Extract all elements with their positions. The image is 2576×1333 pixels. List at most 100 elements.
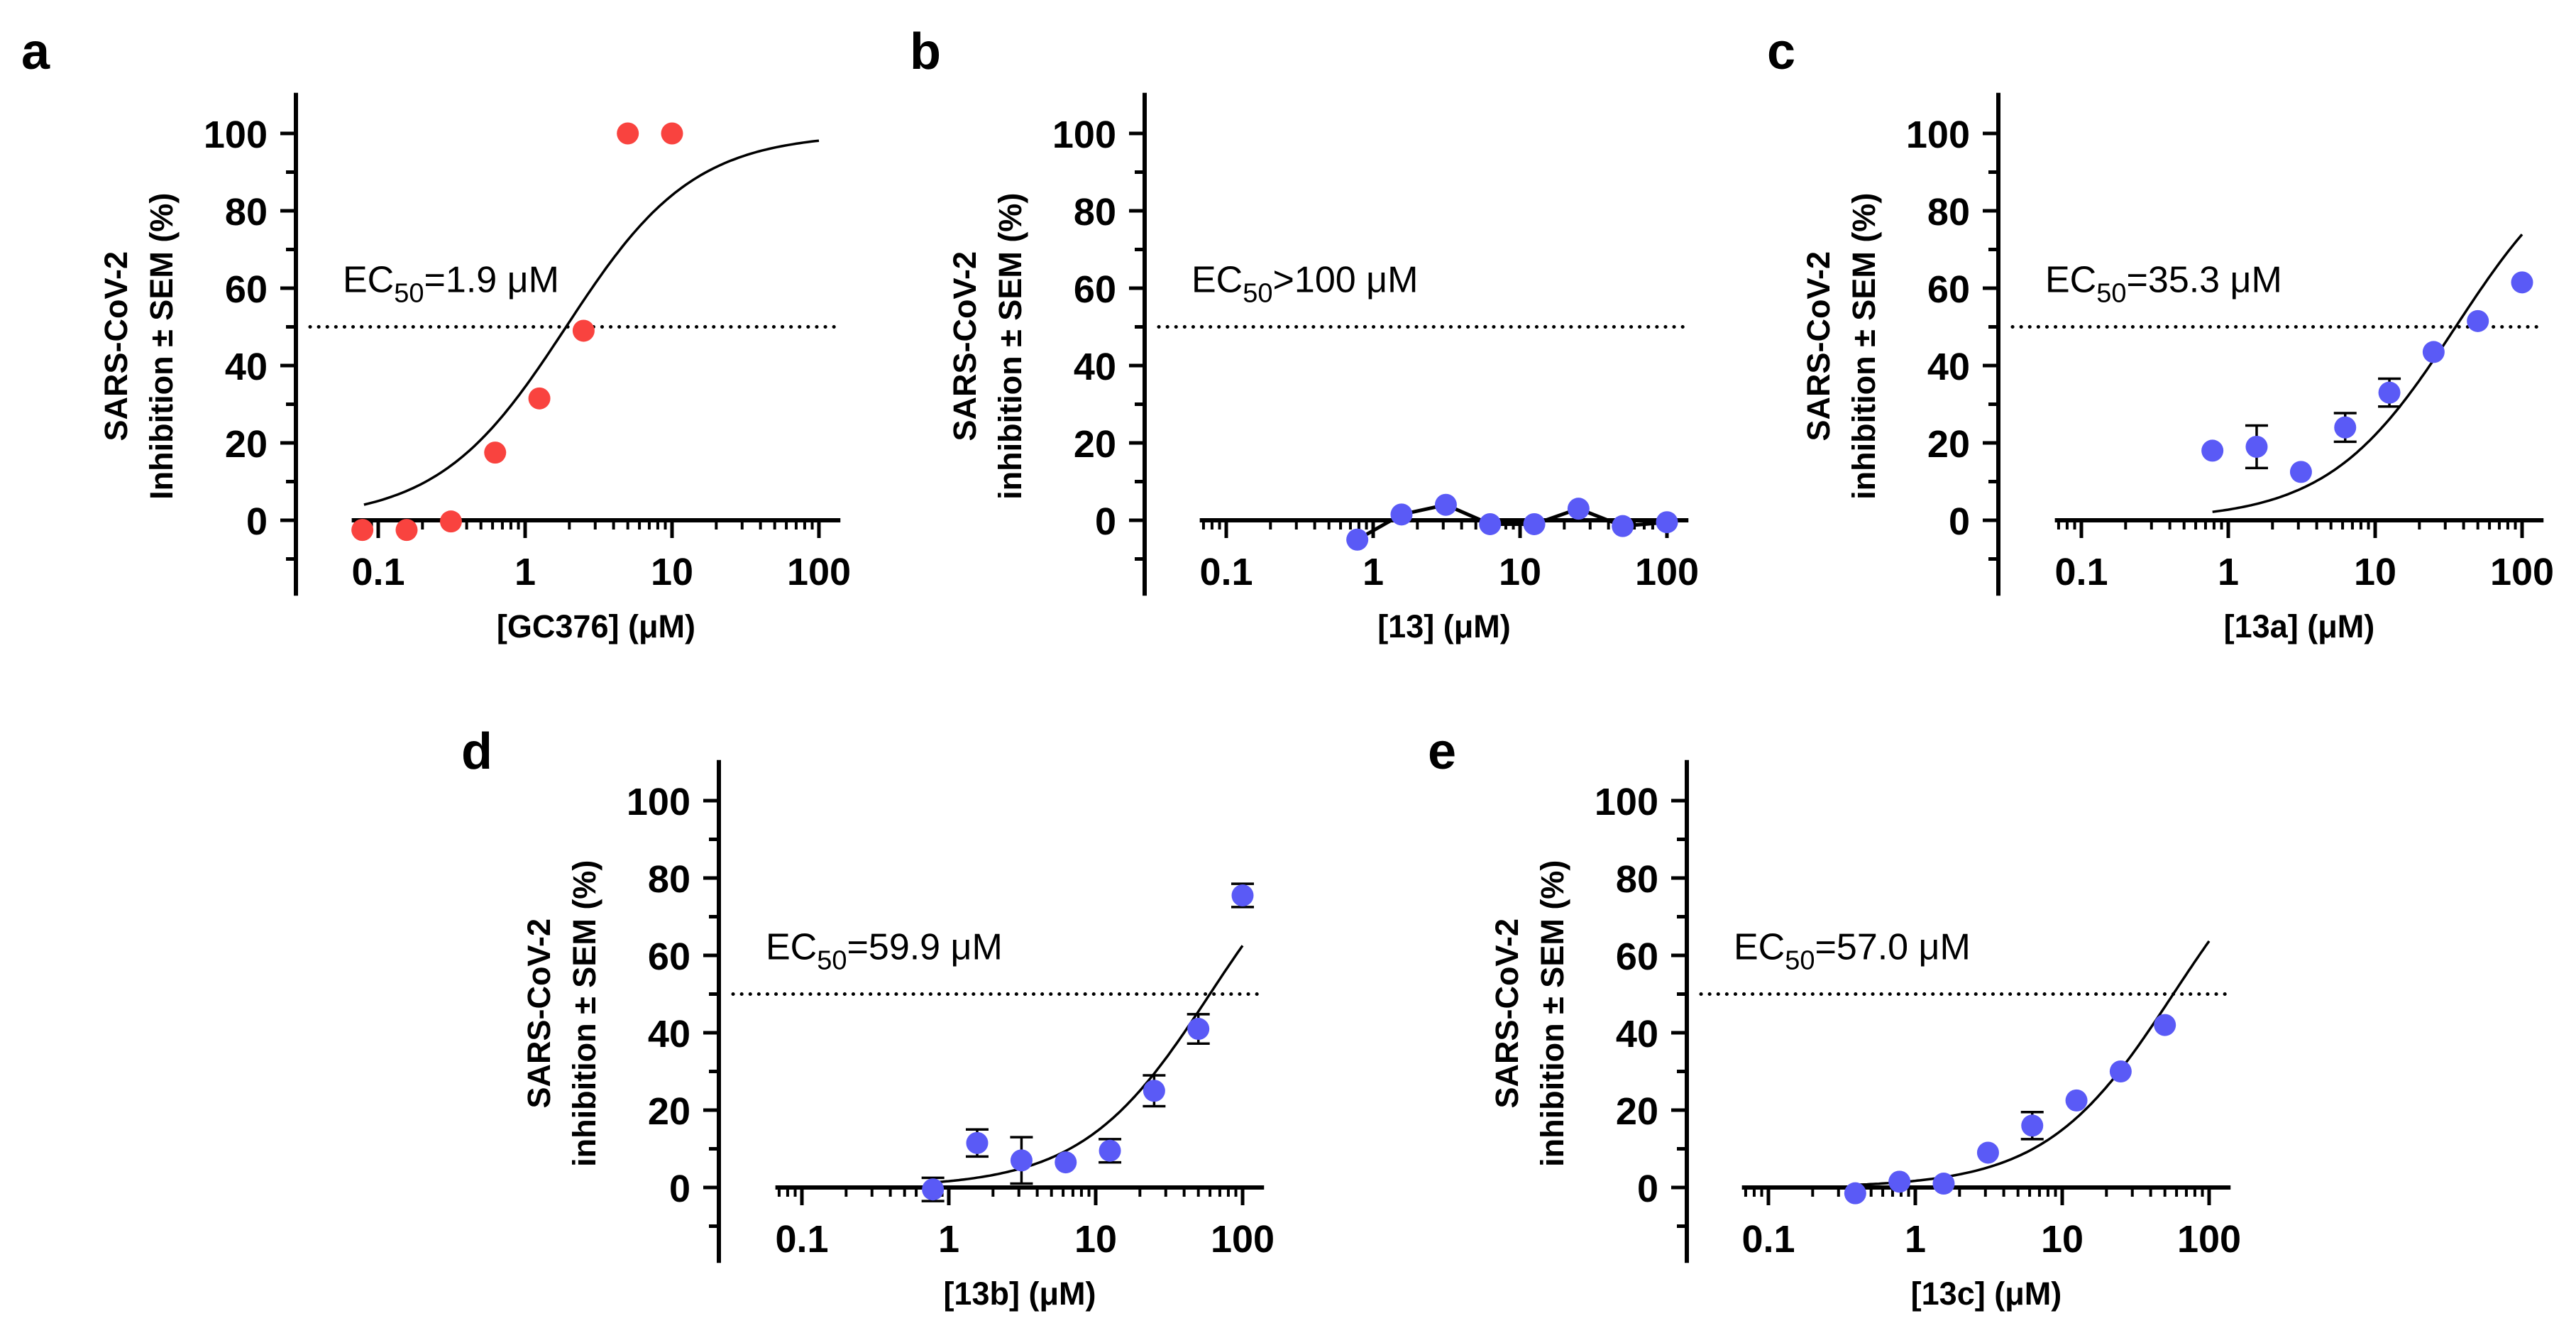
y-tick-label: 20 [225,423,268,466]
ec50-label: EC50=1.9 μM [343,259,559,308]
y-tick-label: 20 [648,1090,690,1133]
y-axis-title-line: SARS-CoV-2 [98,251,134,441]
x-tick-label: 100 [2490,551,2554,593]
data-point [1434,493,1457,516]
ec50-value: =59.9 μM [847,926,1003,967]
data-point [2154,1014,2176,1036]
x-axis-title: [13a] (μM) [2224,608,2375,644]
y-axis-title-line: SARS-CoV-2 [521,918,557,1109]
ec50-subscript: 50 [1785,945,1815,975]
y-tick-label: 100 [1595,781,1658,823]
y-axis-title-line: inhibition ± SEM (%) [1534,860,1570,1167]
data-point [2245,435,2268,458]
x-tick-label: 0.1 [1741,1218,1795,1261]
data-point [2065,1089,2088,1112]
x-tick-label: 10 [2041,1218,2084,1261]
data-point [1143,1080,1165,1102]
panel-letter: b [910,23,941,80]
data-point [1099,1139,1121,1162]
ec50-value: =35.3 μM [2127,259,2282,300]
x-tick-label: 10 [1074,1218,1117,1261]
data-point [1346,528,1369,551]
y-tick-label: 100 [627,781,690,823]
ec50-value: >100 μM [1273,259,1419,300]
y-axis-title-line: Inhibition ± SEM (%) [143,193,180,500]
panel-c: c 0 20 40 60 80 100 0.1 1 10 100 [13a] (μM) SARS-CoV… [1767,23,2554,644]
data-point [2378,381,2401,404]
fit-curve [1855,940,2211,1187]
ec50-label: EC50=57.0 μM [1734,926,1971,975]
panel-letter: a [21,23,50,80]
data-point [922,1178,945,1201]
data-point [966,1131,989,1154]
y-tick-label: 60 [1074,268,1116,311]
ec50-label: EC50=59.9 μM [766,926,1003,975]
y-tick-label: 80 [1616,858,1658,901]
x-tick-label: 10 [2354,551,2396,593]
data-point [661,122,683,145]
y-tick-label: 0 [1095,500,1116,543]
data-point [1187,1018,1210,1041]
data-point [2201,439,2224,462]
y-tick-label: 60 [225,268,268,311]
x-tick-label: 1 [2218,551,2239,593]
data-point [1055,1151,1077,1174]
data-point [439,510,462,533]
data-point [2109,1060,2132,1082]
x-tick-label: 1 [938,1218,959,1261]
y-tick-label: 20 [1616,1090,1658,1133]
ec50-value: =57.0 μM [1815,926,1971,967]
panel-e: e 0 20 40 60 80 100 0.1 1 10 100 [13c] (μM) SARS-CoV… [1428,723,2241,1312]
x-tick-label: 1 [1363,551,1384,593]
data-point [2289,461,2312,483]
data-point [617,122,639,145]
x-axis-title: [GC376] (μM) [497,608,695,644]
panel-letter: d [461,723,492,780]
y-tick-label: 20 [1927,423,1970,466]
ec50-subscript: 50 [817,945,847,975]
data-point [1932,1173,1955,1195]
x-axis-title: [13] (μM) [1377,608,1511,644]
ec50-prefix: EC [1191,259,1243,300]
data-point [1523,512,1546,535]
ec50-subscript: 50 [394,278,424,308]
y-tick-label: 100 [1906,114,1970,156]
y-tick-label: 80 [648,858,690,901]
data-point [1656,511,1678,534]
panel-b: b 0 20 40 60 80 100 0.1 1 10 100 [13] (μM) SARS-CoV-… [910,23,1699,644]
y-tick-label: 40 [1074,346,1116,388]
fit-curve [2212,234,2523,513]
x-tick-label: 100 [787,551,851,593]
y-tick-label: 100 [204,114,268,156]
ec50-label: EC50>100 μM [1191,259,1418,308]
ec50-prefix: EC [1734,926,1785,967]
ec50-subscript: 50 [2096,278,2126,308]
data-point [1976,1141,1999,1164]
data-point [1612,515,1634,537]
y-axis-title-line: inhibition ± SEM (%) [992,193,1028,500]
y-tick-label: 60 [1616,936,1658,978]
y-tick-label: 60 [648,936,690,978]
data-point [2467,309,2489,332]
x-axis-title: [13c] (μM) [1911,1276,2062,1312]
data-point [1844,1182,1866,1205]
panel-d: d 0 20 40 60 80 100 0.1 1 10 100 [13b] (μM) SARS-CoV… [461,723,1275,1312]
x-tick-label: 1 [1905,1218,1926,1261]
data-point [1888,1170,1911,1193]
y-tick-label: 80 [225,191,268,234]
data-point [2021,1114,2044,1137]
y-tick-label: 80 [1074,191,1116,234]
panel-a: a 0 20 40 60 80 100 0.1 1 10 100 [GC376] (μM) SARS-C… [21,23,851,644]
y-tick-label: 40 [1616,1013,1658,1055]
x-tick-label: 0.1 [775,1218,828,1261]
y-tick-label: 40 [1927,346,1970,388]
y-tick-label: 0 [246,500,268,543]
data-point [2334,416,2357,439]
ec50-subscript: 50 [1243,278,1272,308]
y-axis-title-line: SARS-CoV-2 [1800,251,1837,441]
y-tick-label: 80 [1927,191,1970,234]
data-point [1567,498,1590,520]
x-tick-label: 100 [2177,1218,2241,1261]
y-tick-label: 40 [225,346,268,388]
